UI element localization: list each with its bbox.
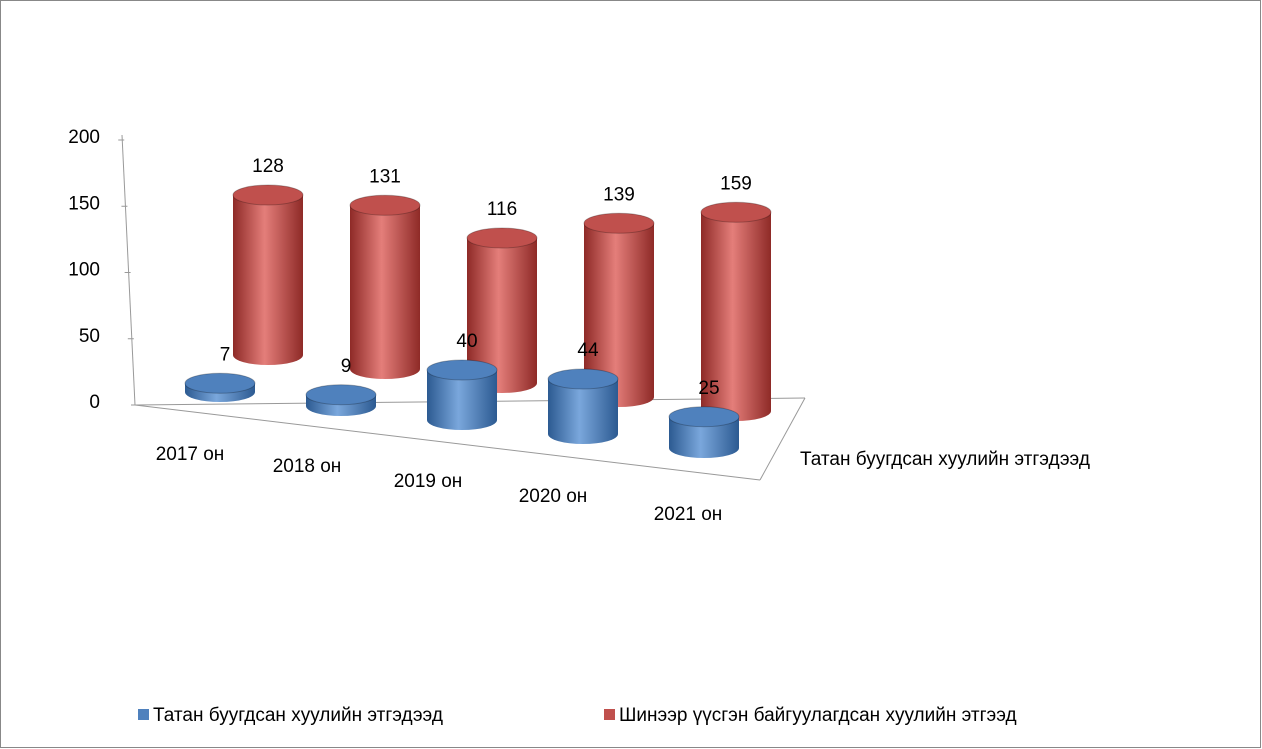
cylinder [466,227,538,393]
y-tick-label: 150 [68,193,100,214]
data-label: 9 [341,356,352,377]
cylinder-top [547,368,619,390]
depth-axis-label: Татан буугдсан хуулийн этгэдээд [800,449,1090,470]
cylinder [184,372,256,402]
cylinder-body [701,212,771,421]
legend-swatch [604,709,615,720]
y-tick-label: 100 [68,260,100,281]
y-tick-label: 200 [68,127,100,148]
cylinder [349,194,421,379]
cylinder-body [233,195,303,365]
data-label: 139 [603,184,635,205]
x-tick-label: 2019 он [394,471,463,492]
cylinder-top [305,384,377,406]
cylinder-top [583,212,655,234]
cylinder-body [467,238,537,393]
y-tick-label: 50 [79,326,100,347]
x-tick-label: 2021 он [654,504,723,525]
data-label: 40 [456,331,477,352]
cylinder-top [426,359,498,381]
data-label: 25 [698,378,719,399]
cylinder [700,201,772,421]
data-label: 131 [369,166,401,187]
cylinder [547,368,619,444]
cylinder-top [700,201,772,223]
cylinder-top [349,194,421,216]
data-label: 44 [577,340,599,361]
legend-label: Шинээр үүсгэн байгуулагдсан хуулийн этгэ… [619,705,1017,726]
cylinder-body [669,416,739,458]
cylinder [668,406,740,458]
cylinder-body [584,223,654,407]
cylinder-body [350,205,420,379]
data-label: 128 [252,156,284,177]
cylinder [305,384,377,416]
data-label: 116 [487,199,517,220]
x-tick-label: 2020 он [519,486,588,507]
cylinder-top [466,227,538,249]
legend-label: Татан буугдсан хуулийн этгэдээд [153,705,443,726]
cylinder-body [548,379,618,444]
x-tick-label: 2017 он [156,444,225,465]
cylinder-body [427,370,497,430]
data-label: 159 [720,173,752,194]
cylinder-top [184,372,256,394]
cylinder-top [668,406,740,428]
cylinder [583,212,655,407]
cylinder [232,184,304,365]
cylinder [426,359,498,430]
x-tick-label: 2018 он [273,456,342,477]
data-label: 7 [220,344,231,365]
legend-swatch [138,709,149,720]
cylinder-top [232,184,304,206]
y-tick-label: 0 [89,392,100,413]
